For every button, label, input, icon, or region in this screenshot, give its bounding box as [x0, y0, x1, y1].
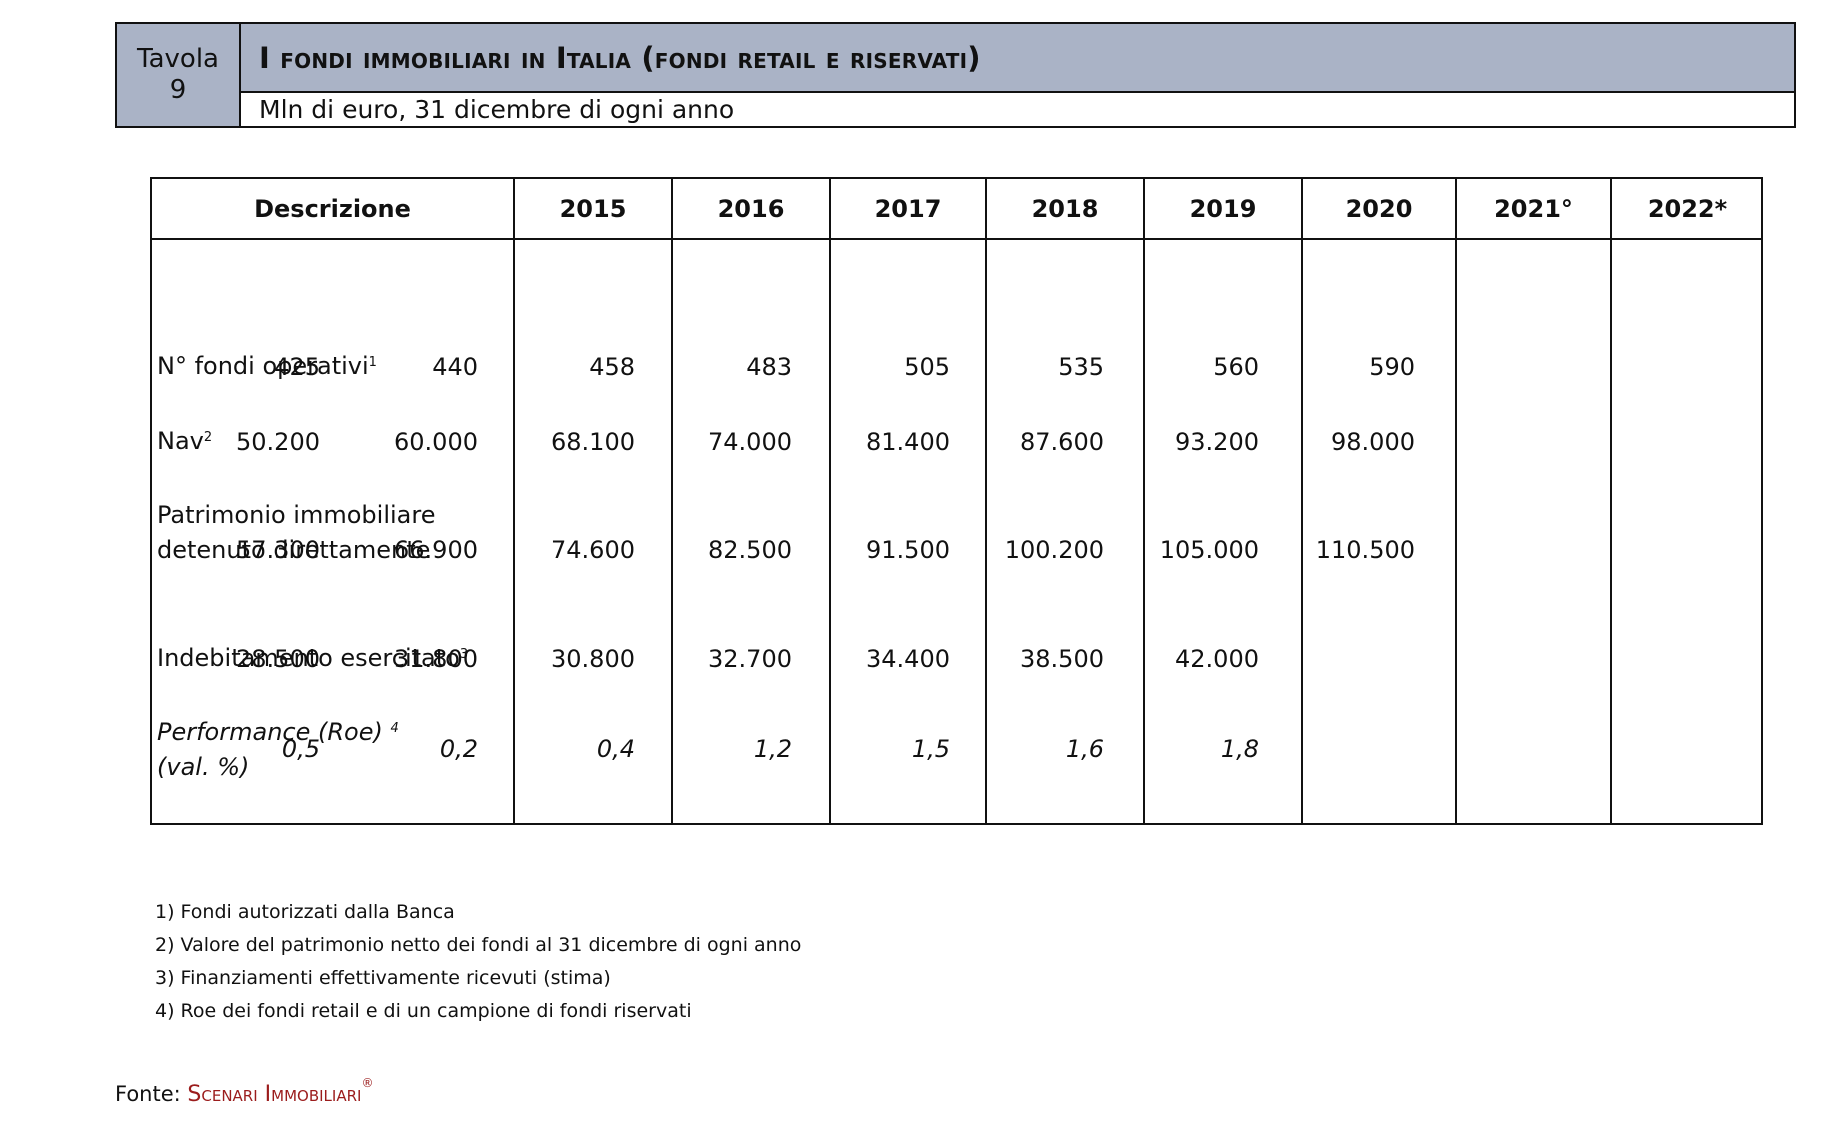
registered-mark: ® — [361, 1076, 374, 1090]
column-divider — [1301, 179, 1303, 823]
table-cell: 100.200 — [1004, 536, 1104, 564]
table-cell: 28.500 — [236, 645, 320, 673]
table-cell: 1,2 — [753, 735, 792, 763]
footnote-item: 4) Roe dei fondi retail e di un campione… — [155, 1000, 692, 1022]
table-header-row: Descrizione 2015 2016 2017 2018 2019 202… — [152, 179, 1761, 240]
table-cell: 0,2 — [439, 735, 478, 763]
table-cell: 60.000 — [394, 428, 478, 456]
table-cell: 30.800 — [551, 645, 635, 673]
column-divider — [1143, 179, 1145, 823]
page-subtitle: Mln di euro, 31 dicembre di ogni anno — [259, 95, 735, 124]
source-line: Fonte: Scenari Immobiliari® — [115, 1076, 374, 1107]
table-cell: 1,5 — [911, 735, 950, 763]
table-cell: 590 — [1369, 353, 1415, 381]
row-label-nav: Nav2 — [157, 427, 213, 455]
column-divider — [1455, 179, 1457, 823]
row-label-performance: Performance (Roe) 4 (val. %) — [157, 718, 399, 781]
footnote-ref: 3 — [459, 647, 469, 662]
table-cell: 440 — [432, 353, 478, 381]
footnote-ref: 4 — [390, 721, 399, 736]
table-cell: 50.200 — [236, 428, 320, 456]
column-divider — [513, 179, 515, 823]
table-cell: 91.500 — [866, 536, 950, 564]
table-cell: 458 — [589, 353, 635, 381]
footnote-item: 2) Valore del patrimonio netto dei fondi… — [155, 934, 802, 956]
table-cell: 483 — [746, 353, 792, 381]
header-descrizione: Descrizione — [254, 194, 411, 223]
table-cell: 505 — [904, 353, 950, 381]
table-cell: 57.300 — [236, 536, 320, 564]
table-cell: 105.000 — [1159, 536, 1259, 564]
footnote-item: 1) Fondi autorizzati dalla Banca — [155, 901, 455, 923]
footnote-item: 3) Finanziamenti effettivamente ricevuti… — [155, 967, 611, 989]
header-year: 2018 — [1031, 194, 1099, 223]
footnotes: 1) Fondi autorizzati dalla Banca 2) Valo… — [155, 896, 801, 1028]
table-cell: 31.800 — [394, 645, 478, 673]
row-label-indebitamento: Indebitamento esercitato3 — [157, 644, 469, 672]
table-cell: 535 — [1058, 353, 1104, 381]
tavola-number: 9 — [169, 75, 187, 105]
header-year: 2022* — [1647, 194, 1728, 223]
header-year: 2021° — [1494, 194, 1573, 223]
header-year: 2020 — [1345, 194, 1413, 223]
table-cell: 425 — [274, 353, 320, 381]
table-cell: 1,8 — [1220, 735, 1259, 763]
tavola-label: Tavola 9 — [117, 24, 241, 126]
data-table: Descrizione 2015 2016 2017 2018 2019 202… — [150, 177, 1763, 825]
table-cell: 42.000 — [1175, 645, 1259, 673]
table-cell: 34.400 — [866, 645, 950, 673]
table-cell: 560 — [1213, 353, 1259, 381]
table-cell: 32.700 — [708, 645, 792, 673]
table-cell: 98.000 — [1331, 428, 1415, 456]
table-cell: 68.100 — [551, 428, 635, 456]
column-divider — [671, 179, 673, 823]
source-brand: Scenari Immobiliari® — [187, 1076, 374, 1107]
header-year: 2017 — [874, 194, 942, 223]
table-cell: 1,6 — [1065, 735, 1104, 763]
table-cell: 81.400 — [866, 428, 950, 456]
source-label: Fonte: — [115, 1082, 181, 1106]
header-year: 2015 — [559, 194, 627, 223]
header-year: 2016 — [717, 194, 785, 223]
table-cell: 38.500 — [1020, 645, 1104, 673]
table-title-block: Tavola 9 I fondi immobiliari in Italia (… — [115, 22, 1796, 128]
table-cell: 0,5 — [281, 735, 320, 763]
row-label-fondi-operativi: N° fondi operativi1 — [157, 352, 377, 380]
table-cell: 74.000 — [708, 428, 792, 456]
table-cell: 66.900 — [394, 536, 478, 564]
title-area: I fondi immobiliari in Italia (fondi ret… — [241, 24, 1794, 126]
table-cell: 74.600 — [551, 536, 635, 564]
row-label-patrimonio: Patrimonio immobiliare detenuto direttam… — [157, 501, 436, 564]
page-title: I fondi immobiliari in Italia (fondi ret… — [241, 24, 1794, 93]
footnote-ref: 1 — [368, 355, 377, 370]
table-cell: 110.500 — [1315, 536, 1415, 564]
table-cell: 93.200 — [1175, 428, 1259, 456]
column-divider — [829, 179, 831, 823]
column-divider — [1610, 179, 1612, 823]
footnote-ref: 2 — [203, 430, 213, 445]
table-cell: 87.600 — [1020, 428, 1104, 456]
tavola-word: Tavola — [137, 44, 219, 74]
table-cell: 82.500 — [708, 536, 792, 564]
header-year: 2019 — [1189, 194, 1257, 223]
column-divider — [985, 179, 987, 823]
table-cell: 0,4 — [596, 735, 635, 763]
